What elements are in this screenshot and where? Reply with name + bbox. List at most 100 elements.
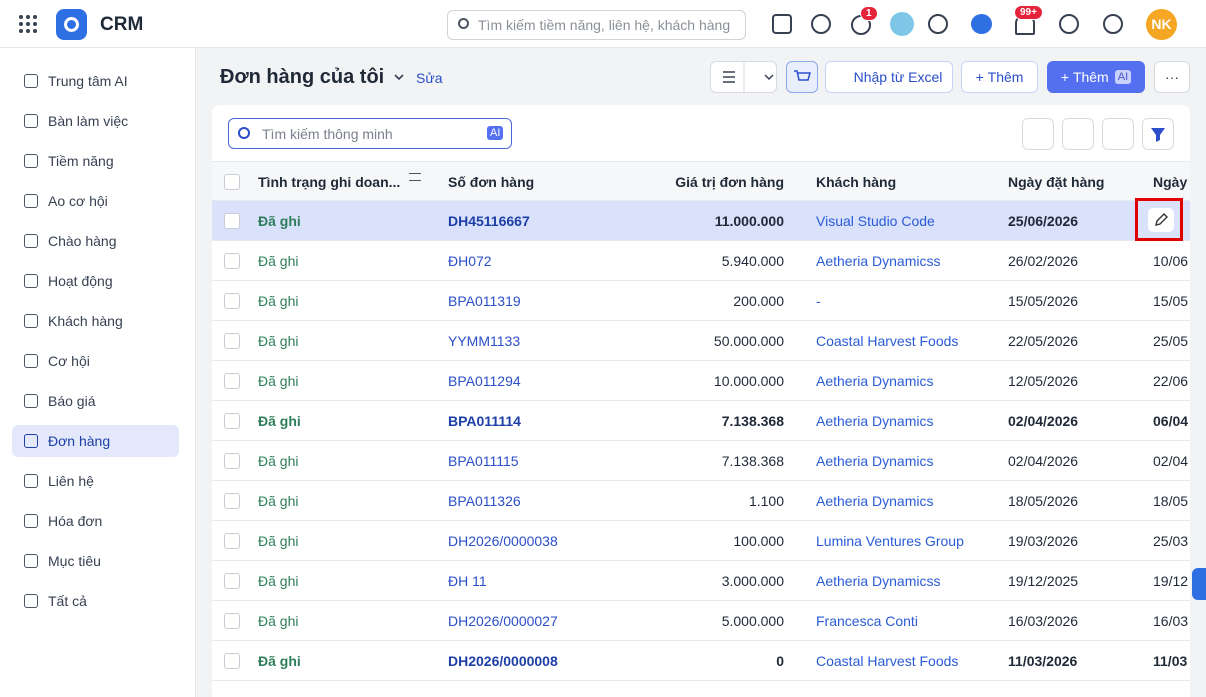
refresh-button[interactable] [1022, 118, 1054, 150]
edit-link[interactable]: Sửa [416, 70, 443, 86]
help-icon[interactable] [1059, 14, 1079, 34]
table-row[interactable]: Đã ghi DH2026/0000038 100.000 Lumina Ventur… [212, 521, 1190, 561]
customer[interactable]: Aetheria Dynamics [816, 453, 934, 469]
order-number[interactable]: ĐH 11 [448, 573, 487, 589]
apps-icon[interactable] [18, 14, 38, 34]
order-number[interactable]: BPA011294 [448, 373, 521, 389]
table-row[interactable]: Đã ghi BPA011115 7.138.368 Aetheria Dynamic… [212, 441, 1190, 481]
global-search[interactable]: Tìm kiếm tiềm năng, liên hệ, khách hàng [447, 10, 746, 40]
title-dropdown[interactable] [393, 72, 405, 82]
column-header[interactable]: Số đơn hàng [448, 174, 535, 190]
checkbox[interactable] [224, 174, 240, 190]
customer[interactable]: - [816, 293, 821, 309]
customer[interactable]: Aetheria Dynamicss [816, 253, 941, 269]
user-avatar[interactable]: NK [1146, 9, 1177, 40]
nav-item[interactable]: Mục tiêu [12, 545, 179, 577]
order-date: 19/12/2025 [1008, 573, 1079, 589]
cube-icon[interactable] [772, 14, 792, 34]
add-button[interactable]: + Thêm [961, 61, 1038, 93]
sidebar: Trung tâm AI Bàn làm việc Tiềm năng Ao cơ h… [0, 48, 196, 697]
checkbox[interactable] [224, 293, 240, 309]
customer[interactable]: Aetheria Dynamics [816, 373, 934, 389]
order-number[interactable]: ĐH072 [448, 253, 492, 269]
customer[interactable]: Lumina Ventures Group [816, 533, 964, 549]
checkbox[interactable] [224, 573, 240, 589]
checkbox[interactable] [224, 333, 240, 349]
cube-button[interactable] [1102, 118, 1134, 150]
column-header[interactable]: Ngày [1153, 174, 1188, 190]
chat-icon[interactable] [971, 14, 992, 34]
order-number[interactable]: BPA011115 [448, 453, 519, 469]
order-number[interactable]: DH2026/0000027 [448, 613, 558, 629]
more-button[interactable]: ··· [1154, 61, 1190, 93]
checkbox[interactable] [224, 413, 240, 429]
nav-item[interactable]: Hóa đơn [12, 505, 179, 537]
smart-search[interactable]: Tìm kiếm thông minh AI [228, 118, 512, 149]
checkbox[interactable] [224, 253, 240, 269]
add-user-icon[interactable] [928, 14, 948, 34]
column-header[interactable]: Giá trị đơn hàng [675, 174, 784, 190]
column-header[interactable]: Tình trạng ghi doan... [258, 174, 401, 190]
nav-item[interactable]: Bàn làm việc [12, 105, 179, 137]
more-icon[interactable] [1103, 14, 1123, 34]
checkbox[interactable] [224, 373, 240, 389]
nav-item[interactable]: Chào hàng [12, 225, 179, 257]
order-number[interactable]: YYMM1133 [448, 333, 521, 349]
nav-item[interactable]: Trung tâm AI [12, 65, 179, 97]
checkbox[interactable] [224, 493, 240, 509]
customer[interactable]: Visual Studio Code [816, 213, 935, 229]
nav-item[interactable]: Báo giá [12, 385, 179, 417]
nav-item[interactable]: Tất cả [12, 585, 179, 617]
order-number[interactable]: BPA011114 [448, 413, 521, 429]
nav-icon [24, 274, 38, 288]
status: Đã ghi [258, 213, 301, 229]
assistant-avatar[interactable] [890, 12, 914, 36]
edit-button[interactable] [1148, 208, 1174, 232]
nav-item[interactable]: Cơ hội [12, 345, 179, 377]
add-ai-button[interactable]: + Thêm AI [1047, 61, 1145, 93]
order-number[interactable]: BPA011326 [448, 493, 521, 509]
nav-item[interactable]: Tiềm năng [12, 145, 179, 177]
customer[interactable]: Coastal Harvest Foods [816, 333, 959, 349]
table-row[interactable]: Đã ghi BPA011294 10.000.000 Aetheria Dynami… [212, 361, 1190, 401]
table-row[interactable]: Đã ghi ĐH072 5.940.000 Aetheria Dynamicss 26… [212, 241, 1190, 281]
nav-item[interactable]: Đơn hàng [12, 425, 179, 457]
order-number[interactable]: BPA011319 [448, 293, 521, 309]
order-number[interactable]: DH45116667 [448, 213, 530, 229]
table-row[interactable]: Đã ghi BPA011326 1.100 Aetheria Dynamics 18/… [212, 481, 1190, 521]
customer[interactable]: Coastal Harvest Foods [816, 653, 959, 669]
filter-button[interactable] [1142, 118, 1174, 150]
table-row[interactable]: Đã ghi YYMM1133 50.000.000 Coastal Harvest … [212, 321, 1190, 361]
column-header[interactable]: Khách hàng [816, 174, 897, 190]
view-toggle[interactable] [710, 61, 777, 93]
nav-item[interactable]: Hoạt động [12, 265, 179, 297]
checkbox[interactable] [224, 653, 240, 669]
settings-button[interactable] [1062, 118, 1094, 150]
order-number[interactable]: DH2026/0000038 [448, 533, 558, 549]
checkbox[interactable] [224, 613, 240, 629]
customer[interactable]: Aetheria Dynamics [816, 493, 934, 509]
sort-icon[interactable] [409, 173, 421, 181]
settings-icon[interactable] [811, 14, 831, 34]
order-number[interactable]: DH2026/0000008 [448, 653, 558, 669]
customer[interactable]: Aetheria Dynamicss [816, 573, 941, 589]
table-row[interactable]: Đã ghi DH2026/0000008 0 Coastal Harvest Foo… [212, 641, 1190, 681]
table-row[interactable]: Đã ghi BPA011319 200.000 - 15/05/2026 15/05 [212, 281, 1190, 321]
checkbox[interactable] [224, 453, 240, 469]
customer[interactable]: Aetheria Dynamics [816, 413, 934, 429]
nav-item[interactable]: Ao cơ hội [12, 185, 179, 217]
checkbox[interactable] [224, 533, 240, 549]
customer[interactable]: Francesca Conti [816, 613, 918, 629]
import-button[interactable]: Nhập từ Excel [825, 61, 953, 93]
table-row[interactable]: Đã ghi BPA011114 7.138.368 Aetheria Dynamic… [212, 401, 1190, 441]
checkbox[interactable] [224, 213, 240, 229]
nav-item[interactable]: Khách hàng [12, 305, 179, 337]
table-row[interactable]: Đã ghi DH45116667 11.000.000 Visual Studio … [212, 198, 1190, 241]
table-row[interactable]: Đã ghi ĐH 11 3.000.000 Aetheria Dynamicss 19… [212, 561, 1190, 601]
side-panel-toggle[interactable] [1192, 568, 1206, 600]
nav-icon [24, 194, 38, 208]
column-header[interactable]: Ngày đặt hàng [1008, 174, 1105, 190]
nav-item[interactable]: Liên hệ [12, 465, 179, 497]
cart-button[interactable] [786, 61, 818, 93]
table-row[interactable]: Đã ghi DH2026/0000027 5.000.000 Francesca C… [212, 601, 1190, 641]
